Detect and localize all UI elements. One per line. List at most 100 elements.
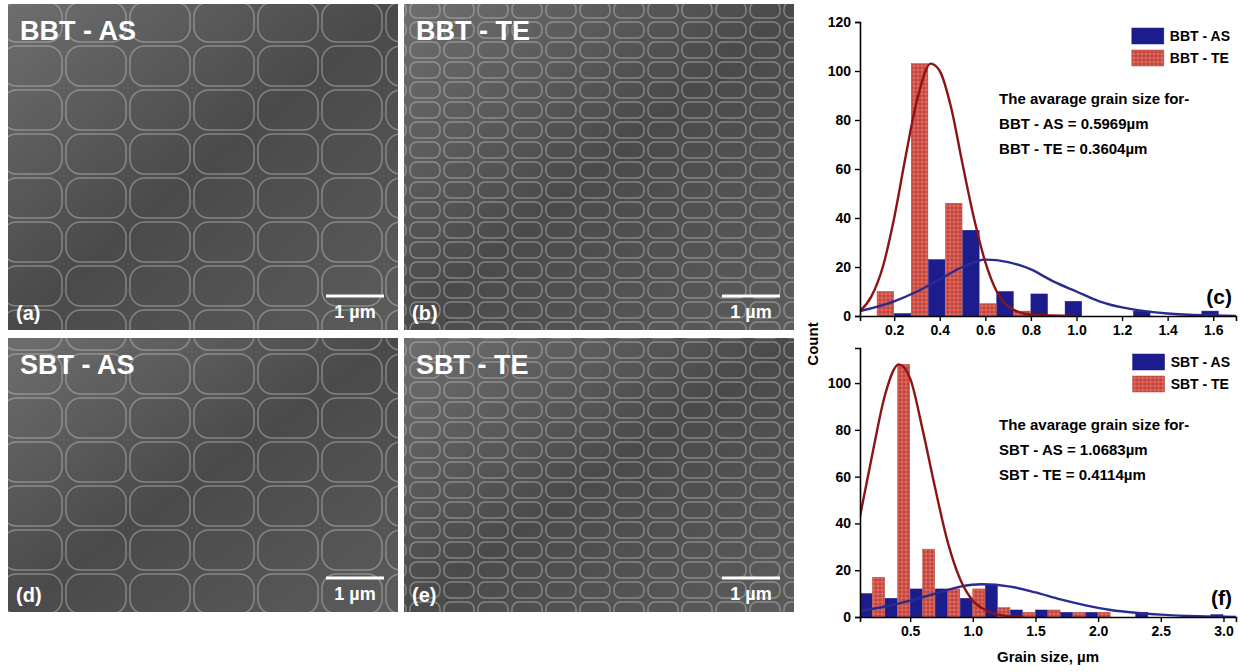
- axis-line: [861, 618, 1237, 623]
- tick: 60: [835, 469, 860, 485]
- annotation-line: BBT - TE = 0.3604µm: [999, 140, 1147, 157]
- scale-bar: [326, 577, 384, 580]
- tick: 0.5: [901, 617, 921, 639]
- tick-mark: [855, 523, 860, 524]
- tick: 2.5: [1152, 617, 1172, 639]
- tick-mark: [1076, 316, 1077, 321]
- annotation-line: The avarage grain size for-: [999, 416, 1189, 433]
- tick: 40: [835, 210, 860, 226]
- image-title: BBT - AS: [20, 16, 136, 46]
- tick-mark: [1031, 316, 1032, 321]
- bar: [1098, 612, 1110, 617]
- annotation: The avarage grain size for-SBT - AS = 1.…: [999, 416, 1189, 483]
- bar: [1086, 612, 1098, 617]
- tick-label: 0: [843, 609, 851, 625]
- tick-mark: [894, 316, 895, 321]
- image-ground: [404, 338, 794, 612]
- legend-swatch: [1132, 50, 1164, 66]
- tick-label: 2.0: [1089, 623, 1109, 639]
- bar: [910, 589, 922, 617]
- bar: [948, 589, 960, 617]
- tick-mark: [855, 71, 860, 72]
- tick-label: 1.6: [1204, 322, 1224, 338]
- tick-label: 20: [835, 259, 851, 275]
- y-axis: 020406080100120: [828, 14, 861, 324]
- tick-label: 60: [835, 161, 851, 177]
- plot-area: [860, 364, 1236, 617]
- bar: [1073, 612, 1085, 617]
- fit-curve: [860, 364, 1023, 617]
- tick-mark: [855, 316, 860, 317]
- legend-swatch: [1133, 354, 1165, 370]
- scale-bar-label: 1 µm: [334, 302, 375, 322]
- tick: 100: [828, 375, 860, 391]
- scale-bar: [722, 577, 780, 580]
- annotation-line: SBT - TE = 0.4114µm: [999, 466, 1146, 483]
- legend-swatch: [1132, 28, 1164, 44]
- image-texture: [8, 338, 398, 612]
- legend-label: SBT - AS: [1171, 354, 1230, 370]
- bar: [1065, 301, 1082, 316]
- tick: 1.6: [1204, 316, 1224, 338]
- tick-mark: [855, 218, 860, 219]
- image-panel: BBT - AS(a)1 µm: [8, 4, 398, 330]
- tick-label: 2.5: [1152, 623, 1172, 639]
- tick: 0.6: [976, 316, 996, 338]
- tick-label: 1.0: [1067, 322, 1087, 338]
- legend: BBT - AS BBT - TE: [1132, 28, 1230, 66]
- tick-label: 0.6: [976, 322, 996, 338]
- annotation-line: The avarage grain size for-: [999, 90, 1189, 107]
- tick: 2.0: [1089, 617, 1109, 639]
- tick: 1.5: [1026, 617, 1046, 639]
- image-label: (e): [412, 584, 436, 606]
- tick: 3.0: [1214, 617, 1234, 639]
- tick-mark: [1161, 617, 1162, 622]
- bar: [1031, 294, 1048, 316]
- tick-label: 100: [828, 63, 852, 79]
- bar: [960, 598, 972, 617]
- bar: [898, 364, 910, 617]
- axis-line: [855, 349, 861, 618]
- tick: 0: [843, 609, 860, 625]
- tick: 0.4: [931, 316, 951, 338]
- bar: [885, 598, 897, 617]
- bar: [1048, 610, 1060, 617]
- bar: [860, 594, 872, 617]
- tick-mark: [940, 316, 941, 321]
- annotation-line: BBT - AS = 0.5969µm: [999, 115, 1148, 132]
- plot-area: [860, 64, 1236, 316]
- x-axis: 0.20.40.60.81.21.41.61.0: [861, 316, 1237, 338]
- tick-mark: [855, 383, 860, 384]
- image-panel: SBT - AS(d)1 µm: [8, 338, 398, 612]
- chart: 0204060801001200.20.40.60.81.21.41.61.0B…: [804, 14, 1237, 366]
- tick-label: 0: [843, 308, 851, 324]
- figure: BBT - AS(a)1 µmBBT - TE(b)1 µmSBT - AS(d…: [0, 0, 1247, 672]
- image-label: (b): [412, 302, 438, 324]
- image-title: SBT - AS: [20, 350, 135, 380]
- image-ground: [8, 338, 398, 612]
- axis-line: [855, 23, 861, 317]
- legend-label: SBT - TE: [1171, 376, 1229, 392]
- legend-swatch: [1133, 376, 1165, 392]
- tick-label: 1.0: [964, 623, 984, 639]
- bar: [928, 260, 945, 316]
- tick-label: 0.8: [1022, 322, 1042, 338]
- image-texture: [404, 4, 794, 330]
- tick-mark: [1122, 316, 1123, 321]
- tick-label: 80: [835, 422, 851, 438]
- tick-label: 0.5: [901, 623, 921, 639]
- legend-label: BBT - TE: [1170, 50, 1229, 66]
- tick: 0: [843, 308, 860, 324]
- tick: 1.0: [964, 617, 984, 639]
- legend-label: BBT - AS: [1170, 28, 1230, 44]
- chart: 0204060801000.51.01.52.02.53.0SBT - ASSB…: [828, 349, 1237, 666]
- tick-label: 1.2: [1113, 322, 1133, 338]
- axis-line: [861, 317, 1237, 322]
- tick-mark: [855, 430, 860, 431]
- scale-bar-label: 1 µm: [334, 584, 375, 604]
- image-title: SBT - TE: [416, 350, 529, 380]
- bar: [1023, 612, 1035, 617]
- tick-label: 60: [835, 469, 851, 485]
- tick-mark: [855, 476, 860, 477]
- tick: 40: [835, 515, 860, 531]
